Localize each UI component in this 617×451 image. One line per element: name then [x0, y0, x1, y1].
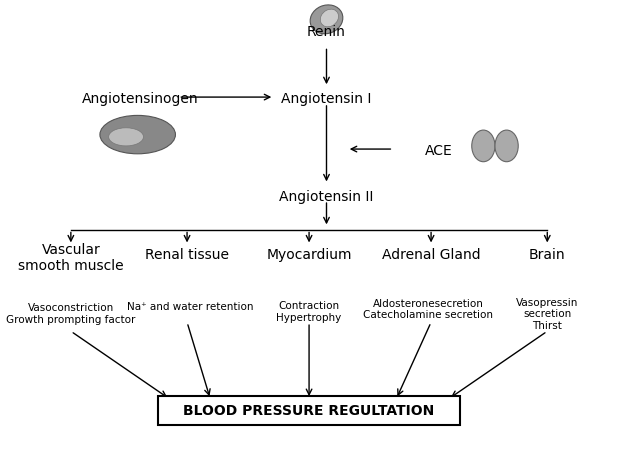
Text: Brain: Brain [529, 248, 566, 262]
Ellipse shape [100, 116, 175, 154]
Ellipse shape [310, 6, 343, 35]
Text: Na⁺ and water retention: Na⁺ and water retention [126, 302, 253, 312]
Text: Contraction
Hypertrophy: Contraction Hypertrophy [276, 300, 342, 322]
Ellipse shape [109, 129, 144, 147]
Text: Vasoconstriction
Growth prompting factor: Vasoconstriction Growth prompting factor [6, 303, 136, 324]
Text: BLOOD PRESSURE REGULTATION: BLOOD PRESSURE REGULTATION [183, 404, 435, 417]
Ellipse shape [495, 131, 518, 162]
Text: Angiotensin I: Angiotensin I [281, 92, 371, 106]
Text: Renal tissue: Renal tissue [145, 248, 229, 262]
Text: Vascular
smooth muscle: Vascular smooth muscle [18, 242, 123, 272]
FancyBboxPatch shape [158, 396, 460, 425]
Text: Myocardium: Myocardium [267, 248, 352, 262]
Text: Angiotensin II: Angiotensin II [280, 189, 374, 203]
Text: Renin: Renin [307, 25, 346, 38]
Ellipse shape [320, 10, 339, 28]
Text: Angiotensinogen: Angiotensinogen [82, 92, 199, 106]
Ellipse shape [472, 131, 495, 162]
Text: Vasopressin
secretion
Thirst: Vasopressin secretion Thirst [516, 297, 579, 330]
Text: Aldosteronesecretion
Catecholamine secretion: Aldosteronesecretion Catecholamine secre… [363, 298, 493, 320]
Text: Adrenal Gland: Adrenal Gland [382, 248, 481, 262]
Text: ACE: ACE [425, 144, 453, 158]
